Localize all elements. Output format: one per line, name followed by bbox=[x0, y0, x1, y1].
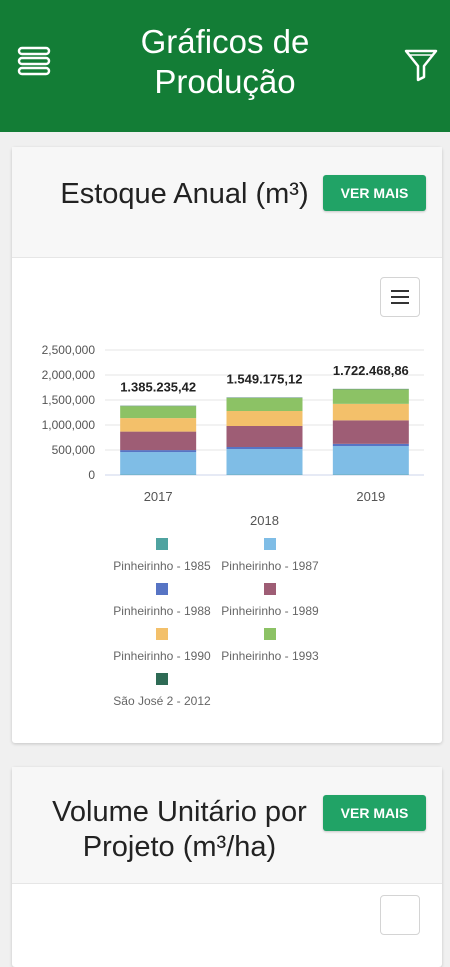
chart-menu-button[interactable] bbox=[380, 895, 420, 935]
card-header: Estoque Anual (m³) VER MAIS bbox=[12, 147, 442, 258]
bar-segment[interactable] bbox=[333, 389, 409, 404]
filter-funnel-icon bbox=[402, 46, 440, 84]
card-title-line1: Volume Unitário por bbox=[32, 795, 327, 830]
bar-segment[interactable] bbox=[120, 450, 196, 452]
ver-mais-button[interactable]: VER MAIS bbox=[323, 795, 426, 831]
menu-button[interactable] bbox=[14, 42, 54, 84]
legend-swatch[interactable] bbox=[156, 538, 168, 550]
y-tick-label: 2,500,000 bbox=[42, 343, 96, 357]
bar-total-label: 1.722.468,86 bbox=[333, 363, 409, 378]
page-title-line1: Gráficos de bbox=[80, 22, 370, 62]
bar-segment[interactable] bbox=[227, 447, 303, 449]
card-title-line2: Projeto (m³/ha) bbox=[32, 830, 327, 865]
x-tick-label: 2017 bbox=[144, 489, 173, 504]
card-title: Volume Unitário por Projeto (m³/ha) bbox=[32, 795, 327, 865]
page-title-line2: Produção bbox=[80, 62, 370, 102]
bar-segment[interactable] bbox=[227, 398, 303, 411]
bar-total-label: 1.385.235,42 bbox=[120, 380, 196, 395]
x-tick-label: 2018 bbox=[250, 513, 279, 528]
legend-swatch[interactable] bbox=[156, 673, 168, 685]
volume-unitario-card: Volume Unitário por Projeto (m³/ha) VER … bbox=[12, 767, 442, 967]
bar-total-label: 1.549.175,12 bbox=[227, 372, 303, 387]
bar-segment[interactable] bbox=[120, 452, 196, 475]
hamburger-menu-icon bbox=[14, 42, 54, 84]
legend-item-label[interactable]: Pinheirinho - 1989 bbox=[221, 604, 319, 618]
ver-mais-button[interactable]: VER MAIS bbox=[323, 175, 426, 211]
bar-segment[interactable] bbox=[227, 426, 303, 447]
card-title: Estoque Anual (m³) bbox=[42, 177, 327, 212]
x-tick-label: 2019 bbox=[356, 489, 385, 504]
estoque-anual-chart: 0 500,000 1,000,000 1,500,000 2,000,000 2,500… bbox=[12, 262, 442, 742]
legend-swatch[interactable] bbox=[264, 583, 276, 595]
page-title: Gráficos de Produção bbox=[80, 22, 370, 102]
y-tick-label: 500,000 bbox=[52, 443, 96, 457]
estoque-anual-card: Estoque Anual (m³) VER MAIS 0 500,000 1,00… bbox=[12, 147, 442, 743]
legend-swatch[interactable] bbox=[264, 628, 276, 640]
legend-swatch[interactable] bbox=[156, 583, 168, 595]
y-tick-label: 0 bbox=[88, 468, 95, 482]
legend-item-label[interactable]: São José 2 - 2012 bbox=[113, 694, 211, 708]
legend-swatch[interactable] bbox=[156, 628, 168, 640]
legend-item-label[interactable]: Pinheirinho - 1988 bbox=[113, 604, 211, 618]
bar-segment[interactable] bbox=[227, 449, 303, 475]
filter-button[interactable] bbox=[402, 46, 440, 84]
bar-segment[interactable] bbox=[333, 404, 409, 421]
bar-segment[interactable] bbox=[333, 444, 409, 446]
bar-segment[interactable] bbox=[120, 432, 196, 451]
y-tick-label: 1,000,000 bbox=[42, 418, 96, 432]
bar-segment[interactable] bbox=[333, 420, 409, 444]
app-header: Gráficos de Produção bbox=[0, 0, 450, 132]
legend-item-label[interactable]: Pinheirinho - 1985 bbox=[113, 559, 211, 573]
legend-swatch[interactable] bbox=[264, 538, 276, 550]
bar-segment[interactable] bbox=[120, 418, 196, 432]
bar-segment[interactable] bbox=[333, 446, 409, 475]
legend-item-label[interactable]: Pinheirinho - 1987 bbox=[221, 559, 319, 573]
y-tick-label: 1,500,000 bbox=[42, 393, 96, 407]
bar-segment[interactable] bbox=[227, 411, 303, 426]
y-tick-label: 2,000,000 bbox=[42, 368, 96, 382]
card-header: Volume Unitário por Projeto (m³/ha) VER … bbox=[12, 767, 442, 884]
legend-item-label[interactable]: Pinheirinho - 1993 bbox=[221, 649, 319, 663]
bar-segment[interactable] bbox=[120, 406, 196, 418]
legend-item-label[interactable]: Pinheirinho - 1990 bbox=[113, 649, 211, 663]
